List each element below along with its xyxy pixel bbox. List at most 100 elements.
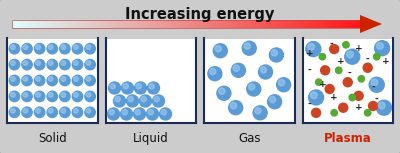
Bar [237,20,239,28]
Bar [106,39,195,123]
Bar [130,20,131,28]
Bar [140,20,142,28]
Bar [17,20,18,28]
Bar [18,20,19,28]
Bar [193,20,194,28]
Text: +: + [330,93,338,102]
Bar [320,20,322,28]
Circle shape [85,91,95,102]
Bar [52,20,53,28]
Bar [314,20,316,28]
Bar [187,20,188,28]
Circle shape [319,54,326,60]
Bar [157,20,158,28]
Bar [56,20,58,28]
Circle shape [312,108,320,117]
Text: -: - [375,95,378,104]
Bar [326,20,327,28]
Bar [272,20,274,28]
Bar [342,20,344,28]
Bar [8,39,97,123]
Bar [48,20,50,28]
Circle shape [161,110,166,115]
Bar [255,20,256,28]
Bar [168,20,170,28]
Bar [209,20,211,28]
Bar [203,20,205,28]
Bar [180,20,182,28]
Circle shape [269,97,276,103]
Bar [308,20,310,28]
Bar [199,20,200,28]
Bar [111,20,113,28]
Circle shape [375,41,390,56]
Bar [232,20,234,28]
Circle shape [9,75,20,86]
Bar [146,20,148,28]
Circle shape [74,77,78,81]
Bar [301,20,303,28]
Bar [299,20,300,28]
Bar [290,20,291,28]
Bar [92,20,94,28]
Circle shape [271,50,278,56]
Bar [212,20,213,28]
Circle shape [86,61,91,65]
Circle shape [347,51,354,58]
Bar [100,20,101,28]
Bar [220,20,221,28]
Circle shape [86,93,91,97]
Bar [27,20,29,28]
Circle shape [60,43,70,54]
Bar [12,20,14,28]
Bar [78,20,80,28]
Circle shape [10,61,15,65]
Bar [87,20,88,28]
Bar [221,20,222,28]
Bar [350,20,352,28]
Bar [242,20,243,28]
Circle shape [331,110,337,116]
Bar [250,20,252,28]
Circle shape [85,107,95,118]
Bar [321,20,323,28]
Bar [86,20,87,28]
Bar [42,20,44,28]
Circle shape [208,67,222,81]
Bar [151,20,152,28]
Circle shape [85,75,95,86]
Bar [189,20,191,28]
Bar [328,20,330,28]
Bar [266,20,268,28]
Bar [176,20,178,28]
Circle shape [339,103,348,112]
Bar [45,20,46,28]
Circle shape [229,101,243,115]
Bar [81,20,82,28]
Bar [96,20,98,28]
Bar [284,20,285,28]
Bar [161,20,163,28]
Bar [357,20,359,28]
Bar [236,20,238,28]
Bar [234,20,235,28]
Text: -: - [330,40,333,49]
Bar [200,20,201,28]
Circle shape [10,45,15,49]
Bar [325,20,326,28]
Bar [55,20,57,28]
Bar [106,20,108,28]
Circle shape [23,77,28,81]
Circle shape [72,107,83,118]
Bar [38,20,39,28]
Bar [217,20,219,28]
Bar [137,20,138,28]
Bar [198,20,199,28]
Circle shape [242,41,256,55]
Bar [41,20,43,28]
Bar [254,20,255,28]
Circle shape [23,45,28,49]
Circle shape [233,65,240,71]
Bar [347,20,348,28]
Bar [327,20,328,28]
